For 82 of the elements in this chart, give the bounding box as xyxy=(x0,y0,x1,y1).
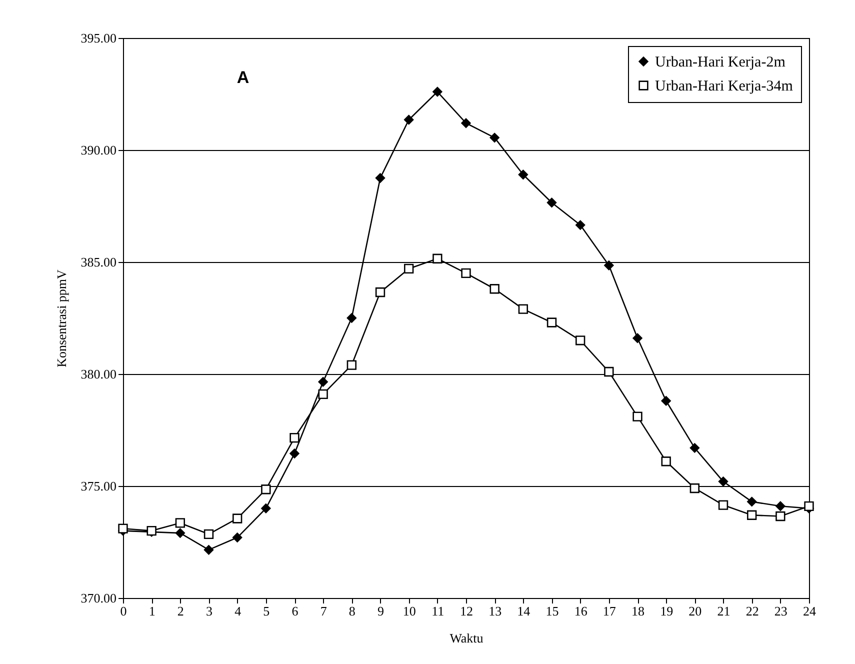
point xyxy=(546,198,557,208)
x-tick-label: 20 xyxy=(688,604,702,618)
x-tick-label: 11 xyxy=(432,604,444,618)
point xyxy=(204,529,214,539)
x-tick-label: 24 xyxy=(803,604,816,618)
x-tick-label: 6 xyxy=(292,604,299,618)
point xyxy=(776,501,786,511)
point xyxy=(404,114,414,125)
x-tick-label: 13 xyxy=(488,604,502,618)
point xyxy=(690,483,700,494)
point xyxy=(632,333,642,343)
x-tick-label: 15 xyxy=(546,604,559,618)
point xyxy=(318,377,328,387)
point xyxy=(261,484,271,494)
point xyxy=(346,313,356,323)
y-tick-label: 380.00 xyxy=(80,366,116,382)
x-tick-label: 2 xyxy=(177,604,184,618)
point xyxy=(690,443,700,453)
point xyxy=(461,118,471,128)
point xyxy=(461,268,471,278)
point xyxy=(747,510,757,520)
point xyxy=(718,500,728,510)
x-tick-label: 19 xyxy=(660,604,674,618)
point xyxy=(661,456,671,466)
y-tick-label: 385.00 xyxy=(80,254,116,270)
point xyxy=(632,412,642,422)
point xyxy=(232,532,242,542)
x-tick-label: 4 xyxy=(234,604,242,618)
point xyxy=(375,287,386,298)
y-tick-label: 375.00 xyxy=(80,478,116,494)
x-axis-title: Waktu xyxy=(450,630,484,646)
point xyxy=(576,336,586,346)
legend-label: Urban-Hari Kerja-34m xyxy=(655,78,794,94)
x-tick-label: 1 xyxy=(148,604,156,618)
point xyxy=(490,132,500,143)
point xyxy=(404,264,414,274)
point xyxy=(776,511,786,522)
annotation: A xyxy=(236,68,250,87)
point xyxy=(375,173,386,183)
x-tick-label: 17 xyxy=(602,604,616,618)
y-tick-label: 390.00 xyxy=(80,142,116,158)
x-tick-label: 7 xyxy=(320,604,328,618)
point xyxy=(346,360,356,370)
point xyxy=(290,433,300,443)
x-tick-label: 5 xyxy=(263,604,270,618)
point xyxy=(261,504,271,514)
y-axis-title: Konsentrasi ppmV xyxy=(54,268,69,368)
x-tick-label: 12 xyxy=(460,604,473,618)
point xyxy=(432,86,442,97)
point xyxy=(232,514,242,524)
point xyxy=(604,260,614,270)
point xyxy=(804,501,814,511)
point xyxy=(175,518,185,528)
legend-label: Urban-Hari Kerja-2m xyxy=(655,54,786,70)
x-tick-label: 23 xyxy=(774,604,788,618)
point xyxy=(118,524,128,534)
point xyxy=(661,396,671,406)
point xyxy=(432,254,442,264)
point xyxy=(546,318,557,328)
x-tick-label: 22 xyxy=(746,604,759,618)
y-tick-label: 395.00 xyxy=(80,30,116,46)
x-tick-label: 21 xyxy=(717,604,730,618)
point xyxy=(290,448,300,458)
point xyxy=(175,528,185,538)
point xyxy=(518,304,528,314)
point xyxy=(576,220,586,230)
y-tick-label: 370.00 xyxy=(80,590,116,606)
point xyxy=(318,389,328,399)
x-tick-label: 9 xyxy=(378,604,384,618)
x-tick-label: 10 xyxy=(402,604,416,618)
point xyxy=(490,284,500,294)
point xyxy=(204,545,214,555)
point xyxy=(604,366,614,377)
point xyxy=(518,170,528,180)
x-tick-label: 18 xyxy=(632,604,644,618)
x-tick-label: 14 xyxy=(517,604,531,618)
point xyxy=(718,476,728,486)
x-tick-label: 16 xyxy=(574,604,588,618)
x-tick-label: 3 xyxy=(206,604,212,618)
point xyxy=(747,496,757,507)
x-tick-label: 0 xyxy=(120,604,127,618)
x-tick-label: 8 xyxy=(348,604,356,618)
